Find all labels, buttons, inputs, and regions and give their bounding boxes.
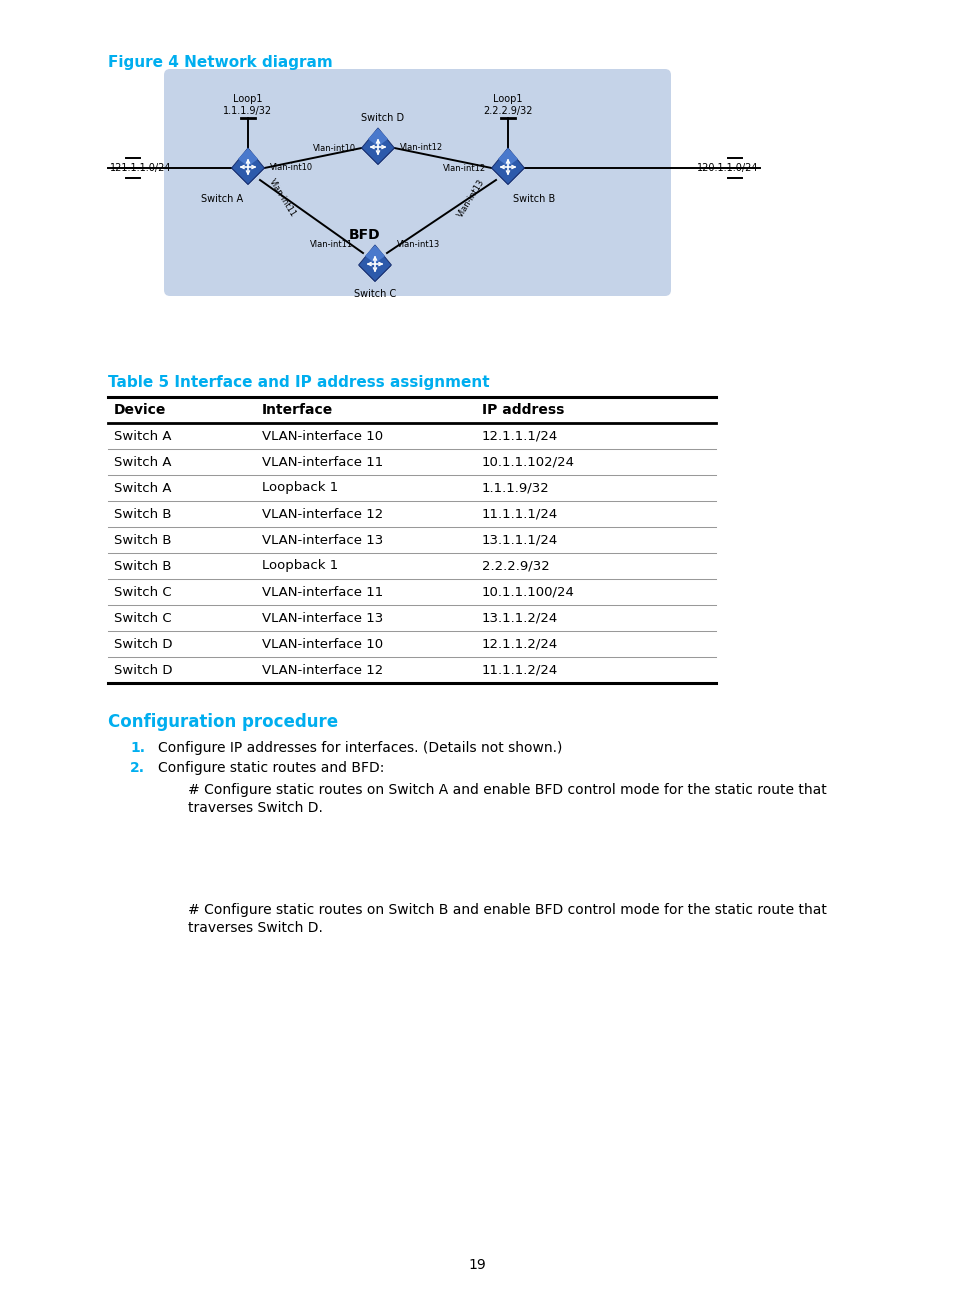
Text: Switch B: Switch B: [113, 560, 172, 573]
Text: # Configure static routes on Switch A and enable BFD control mode for the static: # Configure static routes on Switch A an…: [188, 783, 826, 815]
Text: 13.1.1.2/24: 13.1.1.2/24: [481, 612, 558, 625]
FancyBboxPatch shape: [164, 69, 670, 295]
Text: 10.1.1.102/24: 10.1.1.102/24: [481, 455, 575, 468]
Text: VLAN-interface 12: VLAN-interface 12: [262, 508, 383, 521]
Text: Vlan-int11: Vlan-int11: [267, 178, 297, 219]
Text: 1.: 1.: [130, 741, 145, 756]
Text: Switch D: Switch D: [113, 638, 172, 651]
Text: VLAN-interface 11: VLAN-interface 11: [262, 455, 383, 468]
Text: VLAN-interface 11: VLAN-interface 11: [262, 586, 383, 599]
Text: 2.: 2.: [130, 761, 145, 775]
Text: 2.2.2.9/32: 2.2.2.9/32: [481, 560, 549, 573]
Text: VLAN-interface 13: VLAN-interface 13: [262, 612, 383, 625]
Text: VLAN-interface 13: VLAN-interface 13: [262, 534, 383, 547]
Text: Configuration procedure: Configuration procedure: [108, 713, 337, 731]
Polygon shape: [232, 162, 264, 185]
Text: Table 5 Interface and IP address assignment: Table 5 Interface and IP address assignm…: [108, 375, 489, 390]
Text: Vlan-int13: Vlan-int13: [396, 240, 439, 249]
Text: Device: Device: [113, 403, 166, 417]
Text: VLAN-interface 10: VLAN-interface 10: [262, 429, 383, 442]
Text: Vlan-int13: Vlan-int13: [456, 178, 486, 219]
Text: VLAN-interface 10: VLAN-interface 10: [262, 638, 383, 651]
Polygon shape: [491, 148, 524, 184]
Text: 120.1.1.0/24: 120.1.1.0/24: [696, 163, 758, 172]
Text: Loop1
2.2.2.9/32: Loop1 2.2.2.9/32: [483, 95, 532, 117]
Text: Switch D: Switch D: [361, 113, 404, 123]
Text: IP address: IP address: [481, 403, 564, 417]
Text: Switch A: Switch A: [113, 455, 172, 468]
Text: Loop1
1.1.1.9/32: Loop1 1.1.1.9/32: [223, 95, 273, 117]
Polygon shape: [492, 162, 523, 185]
Text: Switch B: Switch B: [113, 508, 172, 521]
Text: Vlan-int10: Vlan-int10: [313, 144, 355, 153]
Text: BFD: BFD: [349, 228, 380, 242]
Text: Vlan-int12: Vlan-int12: [399, 143, 442, 152]
Text: 13.1.1.1/24: 13.1.1.1/24: [481, 534, 558, 547]
Polygon shape: [358, 259, 391, 283]
Polygon shape: [232, 148, 264, 184]
Text: Vlan-int12: Vlan-int12: [442, 165, 485, 172]
Text: 10.1.1.100/24: 10.1.1.100/24: [481, 586, 575, 599]
Polygon shape: [361, 143, 394, 165]
Text: 11.1.1.2/24: 11.1.1.2/24: [481, 664, 558, 677]
Text: Vlan-int11: Vlan-int11: [310, 240, 353, 249]
Text: Configure IP addresses for interfaces. (Details not shown.): Configure IP addresses for interfaces. (…: [158, 741, 561, 756]
Polygon shape: [358, 245, 391, 281]
Text: Loopback 1: Loopback 1: [262, 482, 338, 495]
Text: Figure 4 Network diagram: Figure 4 Network diagram: [108, 54, 333, 70]
Text: Interface: Interface: [262, 403, 333, 417]
Polygon shape: [237, 148, 257, 166]
Text: Switch C: Switch C: [113, 612, 172, 625]
Text: Switch B: Switch B: [113, 534, 172, 547]
Text: 12.1.1.1/24: 12.1.1.1/24: [481, 429, 558, 442]
Polygon shape: [365, 245, 385, 263]
Text: Switch C: Switch C: [354, 289, 395, 299]
Polygon shape: [368, 128, 388, 146]
Text: Vlan-int10: Vlan-int10: [270, 163, 313, 172]
Text: Switch A: Switch A: [113, 429, 172, 442]
Text: VLAN-interface 12: VLAN-interface 12: [262, 664, 383, 677]
Polygon shape: [497, 148, 517, 166]
Text: Switch A: Switch A: [113, 482, 172, 495]
Text: 1.1.1.9/32: 1.1.1.9/32: [481, 482, 549, 495]
Text: Configure static routes and BFD:: Configure static routes and BFD:: [158, 761, 384, 775]
Text: Loopback 1: Loopback 1: [262, 560, 338, 573]
Text: 19: 19: [468, 1258, 485, 1271]
Text: Switch D: Switch D: [113, 664, 172, 677]
Text: Switch B: Switch B: [513, 194, 555, 203]
Text: 12.1.1.2/24: 12.1.1.2/24: [481, 638, 558, 651]
Text: 121.1.1.0/24: 121.1.1.0/24: [110, 163, 172, 172]
Text: Switch C: Switch C: [113, 586, 172, 599]
Polygon shape: [361, 128, 394, 165]
Text: # Configure static routes on Switch B and enable BFD control mode for the static: # Configure static routes on Switch B an…: [188, 903, 826, 936]
Text: 11.1.1.1/24: 11.1.1.1/24: [481, 508, 558, 521]
Text: Switch A: Switch A: [201, 194, 243, 203]
